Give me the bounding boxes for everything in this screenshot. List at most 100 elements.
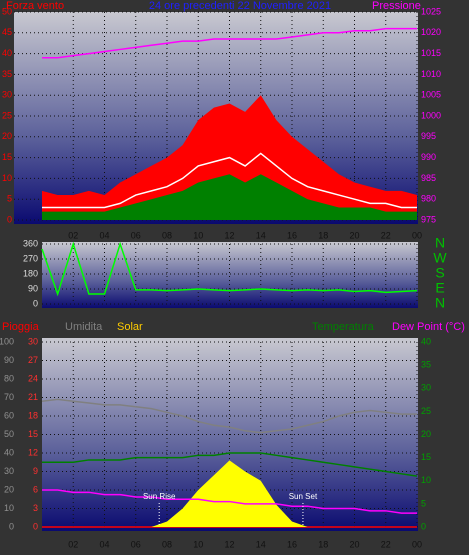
y-tick-label: 45 (2, 27, 12, 37)
y2-tick-label: W (433, 250, 447, 266)
y-tick-label: 50 (4, 429, 14, 439)
y2-tick-label: N (435, 235, 445, 251)
y-tick-label: 10 (2, 173, 12, 183)
x-tick-label: 08 (162, 230, 172, 240)
y3-tick-label: 24 (28, 373, 38, 383)
y-tick-label: 0 (7, 214, 12, 224)
y-tick-label: 90 (4, 355, 14, 365)
x-tick-label: 08 (162, 539, 172, 549)
y-tick-label: 10 (4, 503, 14, 513)
y-tick-label: 90 (28, 283, 38, 293)
x-tick-label: 20 (349, 539, 359, 549)
y3-tick-label: 21 (28, 392, 38, 402)
x-tick-label: 04 (99, 539, 109, 549)
y-tick-label: 35 (2, 69, 12, 79)
chart-title: 24 ore precedenti 22 Novembre 2021 (149, 0, 331, 12)
x-tick-label: 02 (68, 539, 78, 549)
line (42, 27, 417, 59)
x-tick-label: 06 (131, 539, 141, 549)
y-label: Forza vento (6, 0, 64, 12)
y2-tick-label: 990 (421, 152, 436, 162)
y2-tick-label: N (435, 295, 445, 311)
x-tick-label: 10 (193, 539, 203, 549)
x-tick-label: 22 (381, 539, 391, 549)
x-tick-label: 20 (349, 230, 359, 240)
x-tick-label: 18 (318, 230, 328, 240)
line (42, 452, 418, 477)
x-tick-label: 12 (224, 539, 234, 549)
y2-tick-label: 1000 (421, 110, 441, 120)
y2-tick-label: 975 (421, 214, 436, 224)
area (42, 174, 417, 220)
y2-tick-label: 0 (421, 521, 426, 531)
legend-entry: Umidita (65, 321, 103, 333)
y3-tick-label: 9 (33, 466, 38, 476)
y2-tick-label: 25 (421, 406, 431, 416)
legend-entry: Solar (117, 321, 143, 333)
y2-tick-label: S (435, 265, 444, 281)
legend-entry: Temperatura (312, 321, 375, 333)
y-tick-label: 5 (7, 194, 12, 204)
line (42, 152, 417, 209)
y2-tick-label: 1025 (421, 6, 441, 16)
y2-tick-label: 1015 (421, 48, 441, 58)
y-tick-label: 360 (23, 238, 38, 248)
y3-tick-label: 30 (28, 336, 38, 346)
area (42, 460, 417, 527)
y2-tick-label: 40 (421, 336, 431, 346)
y2-tick-label: 10 (421, 475, 431, 485)
x-tick-label: 14 (256, 230, 266, 240)
y-tick-label: 15 (2, 152, 12, 162)
y2-tick-label: 5 (421, 498, 426, 508)
line (41, 241, 418, 297)
y2-tick-label: 995 (421, 131, 436, 141)
y2-tick-label: 1005 (421, 90, 441, 100)
y-tick-label: 30 (4, 466, 14, 476)
y-tick-label: 40 (4, 447, 14, 457)
line (42, 489, 417, 514)
y-tick-label: 20 (4, 484, 14, 494)
legend-entry: Dew Point (°C) (392, 321, 465, 333)
y2-tick-label: E (435, 280, 444, 296)
y-tick-label: 30 (2, 90, 12, 100)
y3-tick-label: 15 (28, 429, 38, 439)
y-tick-label: 270 (23, 253, 38, 263)
y2-label: Pressione (372, 0, 421, 12)
y2-tick-label: 985 (421, 173, 436, 183)
y-tick-label: 40 (2, 48, 12, 58)
y-tick-label: 25 (2, 110, 12, 120)
y2-tick-label: 15 (421, 452, 431, 462)
panel-direction (42, 242, 418, 308)
y3-tick-label: 27 (28, 355, 38, 365)
x-tick-label: 14 (256, 539, 266, 549)
y-tick-label: 20 (2, 131, 12, 141)
y-tick-label: 0 (33, 298, 38, 308)
annotation: Sun Set (289, 492, 318, 501)
x-tick-label: 06 (131, 230, 141, 240)
x-tick-label: 18 (318, 539, 328, 549)
y-tick-label: 60 (4, 410, 14, 420)
y3-tick-label: 6 (33, 484, 38, 494)
y-tick-label: 70 (4, 392, 14, 402)
y3-tick-label: 0 (33, 521, 38, 531)
y-tick-label: 50 (2, 6, 12, 16)
x-tick-label: 12 (224, 230, 234, 240)
x-tick-label: 00 (412, 230, 422, 240)
x-tick-label: 10 (193, 230, 203, 240)
y3-tick-label: 18 (28, 410, 38, 420)
y-tick-label: 180 (23, 268, 38, 278)
x-tick-label: 16 (287, 539, 297, 549)
y-tick-label: 0 (9, 521, 14, 531)
y-tick-label: 80 (4, 373, 14, 383)
y-tick-label: 100 (0, 336, 14, 346)
y2-tick-label: 20 (421, 429, 431, 439)
legend-entry: Pioggia (2, 321, 40, 333)
line (41, 398, 417, 434)
y2-tick-label: 1020 (421, 27, 441, 37)
y3-tick-label: 3 (33, 503, 38, 513)
y2-tick-label: 35 (421, 360, 431, 370)
y2-tick-label: 980 (421, 194, 436, 204)
x-tick-label: 16 (287, 230, 297, 240)
y3-tick-label: 12 (28, 447, 38, 457)
